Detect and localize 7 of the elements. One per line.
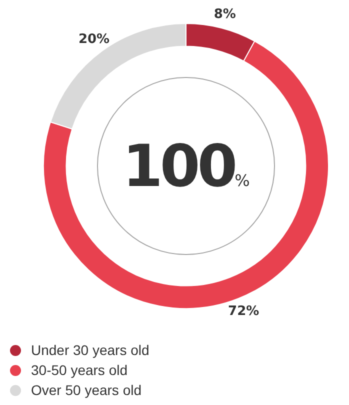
text: 100% <box>122 132 250 200</box>
data-label: 20% <box>78 32 110 47</box>
data-label: 72% <box>228 304 260 319</box>
legend-label: Under 30 years old <box>31 342 150 358</box>
data-label: 8% <box>214 6 236 22</box>
legend-label: Over 50 years old <box>31 382 142 398</box>
legend-label: 30-50 years old <box>31 362 128 378</box>
